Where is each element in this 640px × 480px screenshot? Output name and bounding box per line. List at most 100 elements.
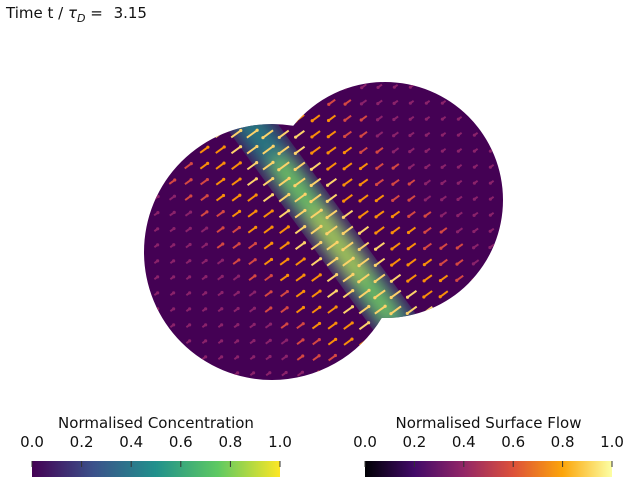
- arrow: [375, 370, 385, 378]
- arrow-head: [204, 339, 208, 343]
- arrow: [343, 194, 353, 202]
- arrow-head: [326, 151, 330, 155]
- arrow-head: [144, 98, 145, 102]
- arrow: [294, 241, 306, 251]
- arrow: [422, 369, 434, 379]
- arrow-head: [204, 355, 208, 359]
- arrow: [137, 148, 142, 152]
- arrow-head: [262, 87, 266, 91]
- arrow: [342, 241, 354, 251]
- arrow: [407, 387, 416, 394]
- arrow: [472, 290, 480, 298]
- arrow: [506, 181, 509, 183]
- arrow-head: [220, 371, 224, 375]
- arrow-head: [140, 275, 143, 278]
- arrow-head: [245, 87, 249, 91]
- arrow-head: [455, 230, 460, 234]
- arrow-head: [172, 243, 176, 247]
- arrow: [327, 162, 337, 170]
- arrow: [310, 161, 322, 171]
- arrow-head: [188, 323, 192, 327]
- arrow-head: [333, 386, 336, 389]
- arrow: [473, 84, 479, 88]
- arrow: [230, 145, 242, 155]
- arrow-head: [156, 323, 160, 327]
- arrow-head: [359, 118, 363, 122]
- arrow-head: [246, 72, 249, 75]
- arrow-head: [415, 368, 419, 373]
- arrow-head: [229, 88, 233, 92]
- arrow: [473, 100, 479, 104]
- arrow-head: [236, 323, 240, 327]
- arrow-head: [358, 183, 362, 187]
- arrow: [488, 306, 496, 314]
- arrow-head: [253, 274, 257, 278]
- arrow-head: [392, 134, 396, 138]
- arrow-head: [174, 113, 178, 117]
- arrow: [262, 193, 274, 203]
- arrow: [358, 225, 370, 235]
- arrow-head: [415, 385, 418, 388]
- arrow-head: [453, 392, 456, 395]
- arrow: [294, 161, 306, 171]
- arrow-head: [438, 278, 443, 283]
- arrow-head: [373, 296, 377, 300]
- arrow: [311, 146, 321, 154]
- arrow-head: [409, 70, 412, 73]
- arrow: [488, 322, 496, 330]
- arrow-head: [335, 256, 339, 261]
- arrow-head: [204, 291, 208, 295]
- time-label: Time t / τD = 3.15: [5, 4, 147, 25]
- arrow: [358, 241, 370, 251]
- arrow-head: [391, 198, 395, 203]
- arrow-head: [303, 208, 307, 213]
- arrow-head: [344, 70, 347, 73]
- arrow-head: [439, 262, 443, 266]
- arrow-head: [504, 294, 507, 297]
- arrow-head: [190, 97, 194, 101]
- arrow: [359, 194, 369, 202]
- arrow-head: [301, 322, 305, 326]
- arrow: [169, 372, 175, 376]
- arrow: [153, 340, 159, 344]
- arrow-head: [406, 263, 410, 267]
- arrow: [439, 322, 449, 330]
- arrow-head: [220, 355, 224, 359]
- arrow-head: [254, 193, 258, 197]
- arrow: [247, 177, 257, 187]
- arrow-head: [422, 279, 426, 283]
- arrow-head: [327, 86, 331, 90]
- arrow: [473, 116, 479, 120]
- arrow-head: [189, 145, 194, 150]
- arrow-head: [268, 387, 271, 390]
- arrow-head: [220, 290, 224, 295]
- arrow-head: [294, 103, 298, 107]
- arrow: [215, 146, 225, 154]
- arrow-head: [317, 387, 320, 390]
- arrow-head: [156, 355, 160, 359]
- arrow-head: [439, 230, 443, 234]
- arrow-head: [503, 343, 506, 346]
- arrow-head: [454, 294, 459, 299]
- arrow-head: [253, 258, 257, 262]
- arrow-head: [471, 310, 475, 315]
- arrow-head: [278, 103, 282, 107]
- arrow-head: [391, 182, 395, 186]
- arrow-head: [424, 117, 428, 121]
- arrow: [374, 337, 386, 347]
- arrow: [310, 241, 322, 251]
- arrow: [326, 193, 338, 203]
- arrow-head: [488, 149, 492, 153]
- arrow-head: [277, 135, 281, 140]
- arrow-head: [303, 225, 307, 229]
- arrow: [152, 67, 160, 73]
- arrow-head: [358, 166, 363, 171]
- arrow-head: [367, 288, 371, 292]
- arrow-head: [229, 104, 233, 108]
- arrow-head: [262, 71, 265, 74]
- arrow-head: [456, 214, 460, 218]
- arrow-head: [245, 120, 249, 124]
- arrow-head: [319, 208, 323, 212]
- arrow-head: [488, 181, 492, 185]
- arrow-head: [439, 214, 444, 218]
